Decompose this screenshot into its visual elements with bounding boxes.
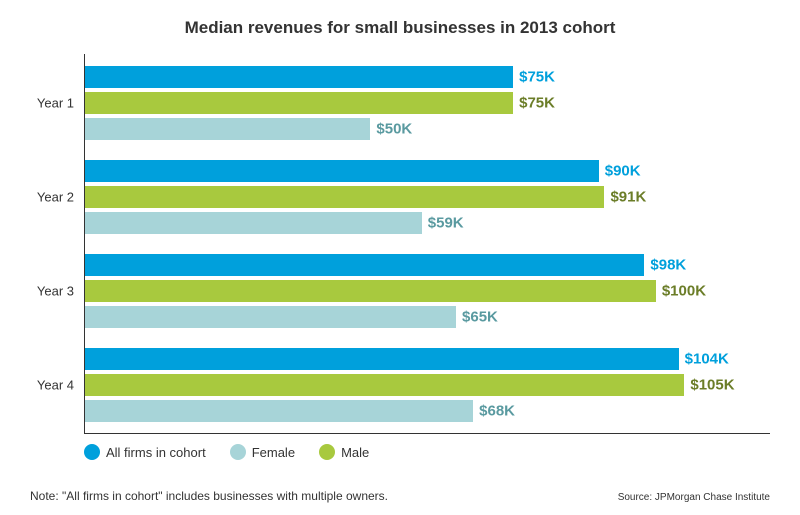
bar-value-label: $65K — [462, 309, 498, 326]
chart-note: Note: "All firms in cohort" includes bus… — [30, 489, 388, 503]
bar-value-label: $98K — [650, 257, 686, 274]
bar-value-label: $75K — [519, 69, 555, 86]
legend-swatch — [84, 444, 100, 460]
chart-bar: $50K — [85, 118, 370, 140]
bar-row: $65K — [85, 306, 770, 328]
bar-row: $59K — [85, 212, 770, 234]
y-axis-labels: Year 1 Year 2 Year 3 Year 4 — [30, 54, 84, 434]
y-axis-label: Year 2 — [37, 190, 74, 205]
chart-bar: $75K — [85, 92, 513, 114]
chart-bar: $75K — [85, 66, 513, 88]
y-axis-label: Year 4 — [37, 378, 74, 393]
bar-value-label: $75K — [519, 95, 555, 112]
chart-title: Median revenues for small businesses in … — [30, 18, 770, 38]
chart-footer: Note: "All firms in cohort" includes bus… — [30, 489, 770, 503]
chart-bar: $59K — [85, 212, 422, 234]
bar-row: $91K — [85, 186, 770, 208]
bar-value-label: $105K — [690, 377, 734, 394]
chart-bar: $104K — [85, 348, 679, 370]
bar-group: $75K $75K $50K — [85, 66, 770, 140]
chart-bar: $100K — [85, 280, 656, 302]
legend-label: All firms in cohort — [106, 445, 206, 460]
bar-row: $75K — [85, 92, 770, 114]
bar-value-label: $59K — [428, 215, 464, 232]
bar-value-label: $50K — [376, 121, 412, 138]
chart-bar: $98K — [85, 254, 644, 276]
chart-bar: $90K — [85, 160, 599, 182]
chart-bar: $105K — [85, 374, 684, 396]
legend-label: Female — [252, 445, 295, 460]
bar-value-label: $90K — [605, 163, 641, 180]
chart-plot: $75K$75K$50K$90K$91K$59K$98K$100K$65K$10… — [84, 54, 770, 434]
bar-value-label: $91K — [610, 189, 646, 206]
bar-row: $68K — [85, 400, 770, 422]
chart-bar: $91K — [85, 186, 604, 208]
bar-row: $90K — [85, 160, 770, 182]
bar-group: $98K $100K $65K — [85, 254, 770, 328]
chart-legend: All firms in cohort Female Male — [84, 444, 770, 460]
legend-swatch — [230, 444, 246, 460]
bar-value-label: $104K — [685, 351, 729, 368]
legend-swatch — [319, 444, 335, 460]
legend-item: Female — [230, 444, 295, 460]
legend-item: All firms in cohort — [84, 444, 206, 460]
bar-value-label: $68K — [479, 403, 515, 420]
bar-row: $100K — [85, 280, 770, 302]
chart-source: Source: JPMorgan Chase Institute — [618, 492, 770, 503]
chart-area: Year 1 Year 2 Year 3 Year 4 $75K $75K $50K $90… — [30, 54, 770, 434]
y-axis-label: Year 3 — [37, 284, 74, 299]
legend-item: Male — [319, 444, 369, 460]
bar-row: $75K — [85, 66, 770, 88]
bar-row: $105K — [85, 374, 770, 396]
bar-row: $104K — [85, 348, 770, 370]
bar-group: $90K$91K$59K — [85, 160, 770, 234]
chart-bar: $68K — [85, 400, 473, 422]
bar-row: $98K — [85, 254, 770, 276]
chart-bar: $65K — [85, 306, 456, 328]
y-axis-label: Year 1 — [37, 96, 74, 111]
legend-label: Male — [341, 445, 369, 460]
bar-value-label: $100K — [662, 283, 706, 300]
bar-group: $104K$105K$68K — [85, 348, 770, 422]
bar-row: $50K — [85, 118, 770, 140]
